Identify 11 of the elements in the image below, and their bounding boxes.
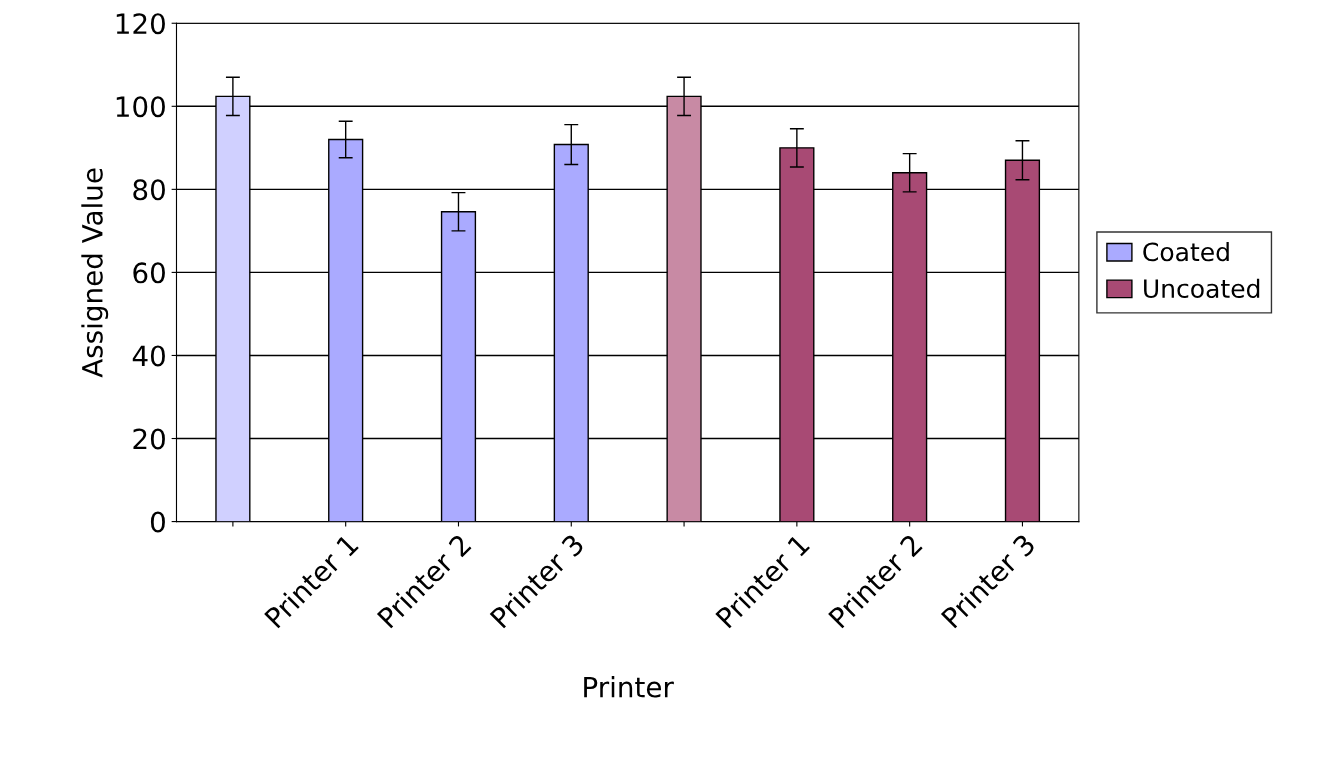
y-tick-label: 80 [133,179,165,201]
y-tick-label: 100 [116,96,165,118]
legend-label: Uncoated [1144,278,1260,299]
x-axis-title: Printer [584,676,674,698]
legend-label: Coated [1143,241,1229,262]
y-tick-label: 60 [133,262,165,284]
y-tick-label: 40 [132,345,165,367]
y-tick-label: 120 [116,13,165,35]
y-tick-label: 0 [150,511,165,533]
y-tick-label: 20 [133,428,165,450]
y-axis-title: Assigned Value [81,168,109,378]
